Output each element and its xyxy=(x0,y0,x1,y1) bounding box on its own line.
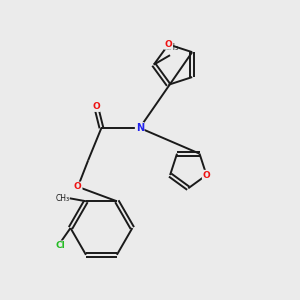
Text: O: O xyxy=(74,182,82,191)
Text: CH₃: CH₃ xyxy=(164,43,178,52)
Text: O: O xyxy=(165,40,172,49)
Text: Cl: Cl xyxy=(55,241,65,250)
Text: O: O xyxy=(92,102,100,111)
Text: N: N xyxy=(136,123,144,133)
Text: O: O xyxy=(202,171,210,180)
Text: CH₃: CH₃ xyxy=(55,194,70,203)
